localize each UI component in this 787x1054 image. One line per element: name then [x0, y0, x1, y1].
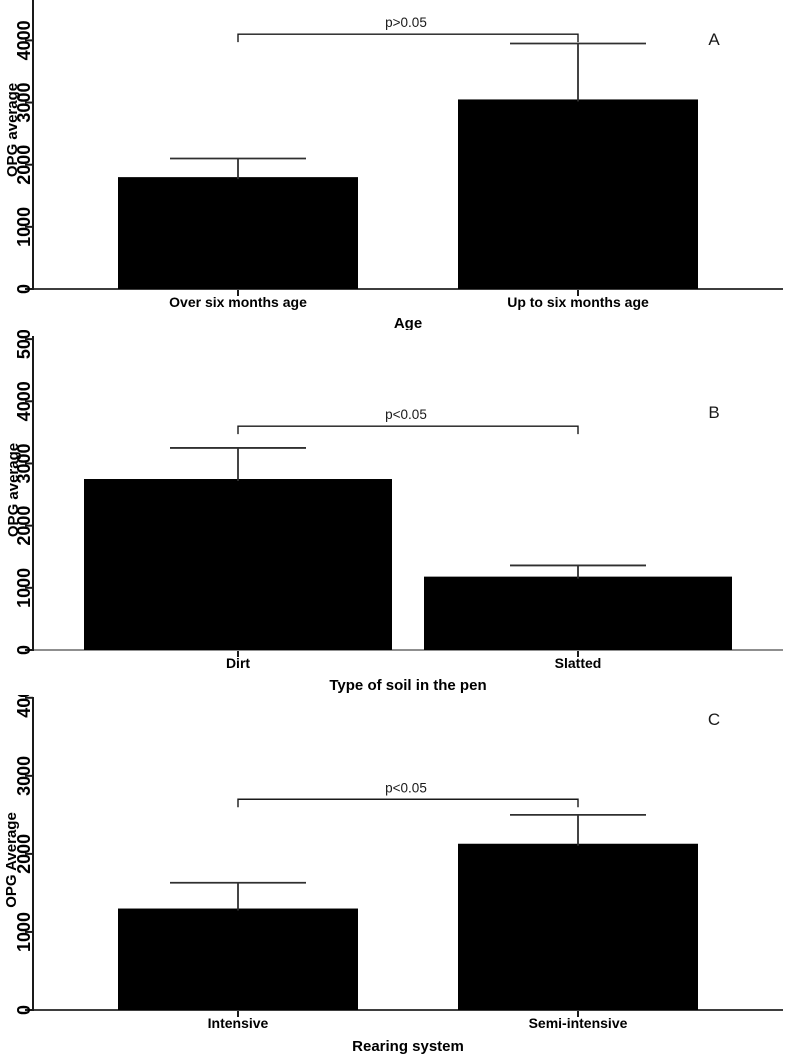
chart-panel-b: 0 1000 2000 3000 4000 5000 Dirt Slatted p<0.05 B T…: [0, 330, 787, 695]
bar: [458, 843, 698, 1010]
bar: [424, 576, 732, 650]
y-tick-label: 3000: [14, 443, 34, 483]
y-tick-label: 5000: [14, 330, 34, 359]
y-axis-title: OPG average: [5, 443, 22, 537]
x-axis-title: Type of soil in the pen: [329, 677, 486, 694]
significance-label: p<0.05: [385, 407, 427, 422]
category-label: Slatted: [555, 655, 602, 671]
panel-letter: A: [708, 30, 720, 49]
y-tick-label: 2000: [14, 506, 34, 546]
panel-letter: C: [708, 710, 720, 729]
y-tick-label: 0: [14, 645, 34, 655]
bar: [118, 177, 358, 289]
chart-panel-a: 0 1000 2000 3000 4000 Over six months age Up t…: [0, 0, 787, 330]
significance-bracket: [237, 33, 579, 43]
y-tick-label: 4000: [14, 20, 34, 60]
y-axis-title: OPG Average: [3, 812, 20, 908]
bar-chart-age: 0 1000 2000 3000 4000 Over six months age Up t…: [4, 0, 783, 330]
x-axis-title: Rearing system: [352, 1038, 464, 1054]
y-axis-title: OPG average: [4, 83, 21, 177]
significance-label: p>0.05: [385, 15, 427, 30]
significance-bracket: [237, 798, 579, 808]
y-tick-label: 0: [14, 284, 34, 294]
bar-chart-soil-type: 0 1000 2000 3000 4000 5000 Dirt Slatted p<0.05 B T…: [5, 330, 783, 694]
category-label: Semi-intensive: [529, 1015, 628, 1031]
category-label: Over six months age: [169, 294, 307, 310]
y-tick-label: 4000: [14, 695, 34, 718]
y-tick-label: 3000: [14, 756, 34, 796]
x-axis-title: Age: [394, 315, 422, 330]
y-tick-label: 4000: [14, 381, 34, 421]
y-tick-label: 3000: [14, 83, 34, 123]
bar-chart-rearing-system: 0 1000 2000 3000 4000 Intensive Semi-intensive…: [3, 695, 783, 1054]
y-tick-label: 2000: [14, 834, 34, 874]
category-label: Intensive: [208, 1015, 269, 1031]
panel-letter: B: [708, 403, 719, 422]
y-tick-label: 0: [14, 1005, 34, 1015]
y-tick-label: 2000: [14, 145, 34, 185]
category-label: Up to six months age: [507, 294, 649, 310]
y-tick-label: 1000: [14, 912, 34, 952]
category-label: Dirt: [226, 655, 250, 671]
y-tick-label: 1000: [14, 568, 34, 608]
significance-label: p<0.05: [385, 780, 427, 795]
y-tick-label: 1000: [14, 207, 34, 247]
chart-panel-c: 0 1000 2000 3000 4000 Intensive Semi-intensive…: [0, 695, 787, 1054]
bar: [84, 479, 392, 650]
significance-bracket: [237, 425, 579, 435]
bar: [458, 99, 698, 289]
bar: [118, 908, 358, 1010]
